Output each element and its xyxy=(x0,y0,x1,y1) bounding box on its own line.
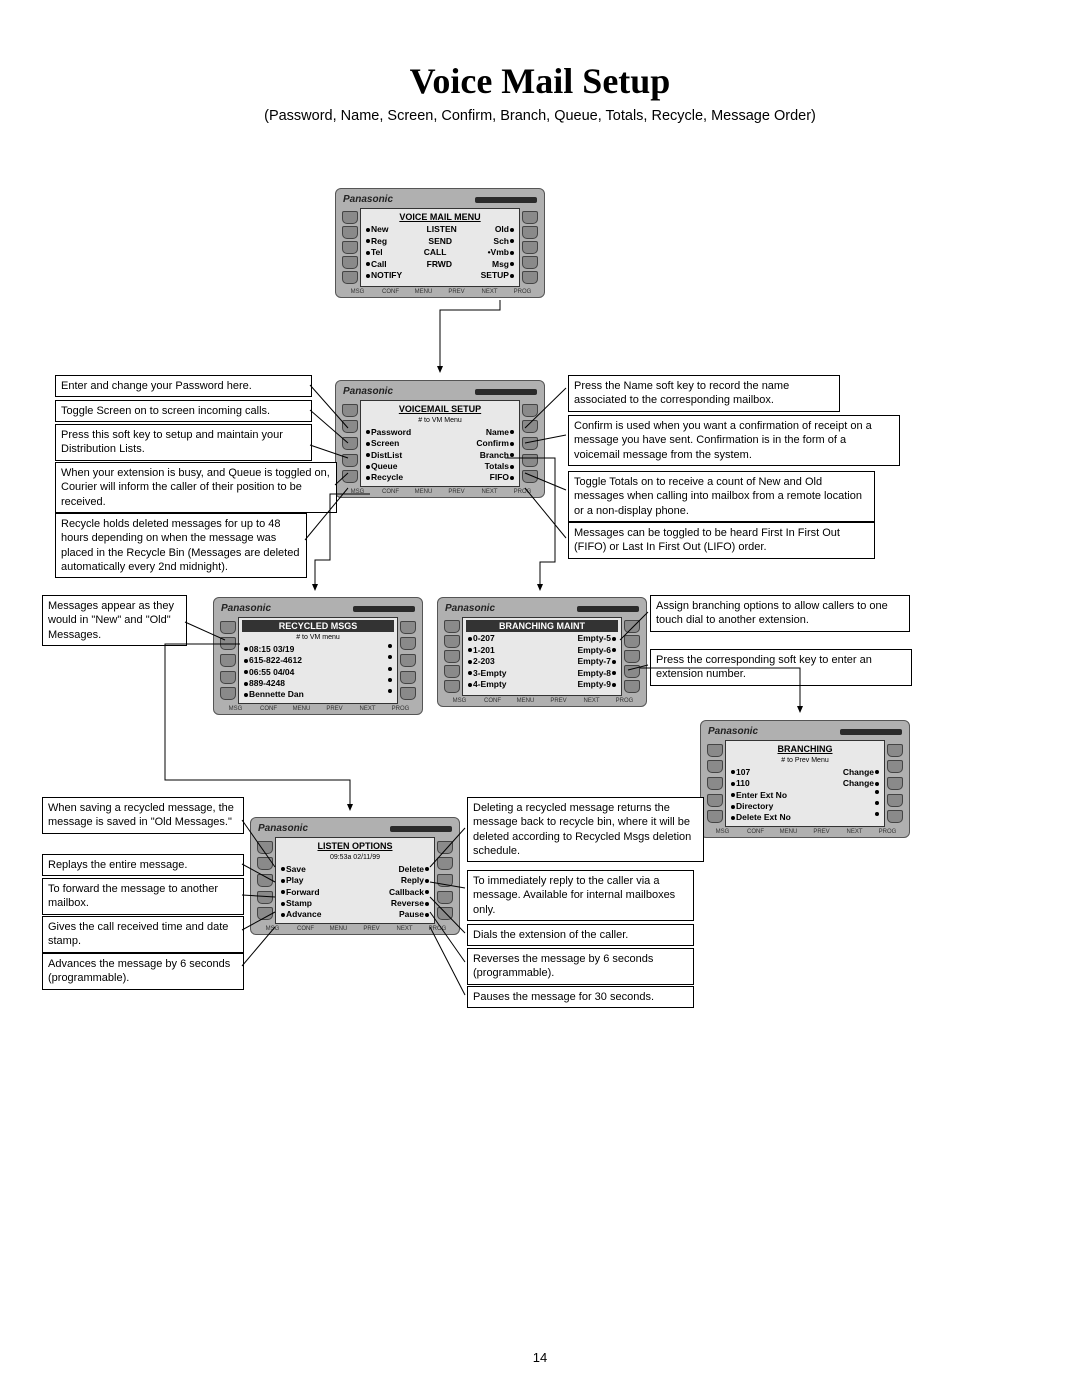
phone-branching-maint: Panasonic BRANCHING MAINT 0-207Empty-5 1… xyxy=(437,597,647,707)
bottom-keys: MSGCONFMENUPREVNEXTPROG xyxy=(340,287,540,295)
callout-totals: Toggle Totals on to receive a count of N… xyxy=(568,471,875,522)
callout-save-recycled: When saving a recycled message, the mess… xyxy=(42,797,244,834)
callout-delete: Deleting a recycled message returns the … xyxy=(467,797,704,862)
phone-branching: Panasonic BRANCHING # to Prev Menu 107Ch… xyxy=(700,720,910,838)
callout-callback: Dials the extension of the caller. xyxy=(467,924,694,946)
screen-recycled: RECYCLED MSGS # to VM menu 08:15 03/19 6… xyxy=(238,617,398,704)
callout-softkey-ext: Press the corresponding soft key to ente… xyxy=(650,649,912,686)
softkeys-left xyxy=(340,208,360,287)
softkeys-right xyxy=(520,208,540,287)
callout-reply: To immediately reply to the caller via a… xyxy=(467,870,694,921)
callout-forward: To forward the message to another mailbo… xyxy=(42,878,244,915)
screen-branching-maint: BRANCHING MAINT 0-207Empty-5 1-201Empty-… xyxy=(462,617,622,696)
callout-branching: Assign branching options to allow caller… xyxy=(650,595,910,632)
callout-distlist: Press this soft key to setup and maintai… xyxy=(55,424,312,461)
brand-label: Panasonic xyxy=(343,194,393,205)
callout-stamp: Gives the call received time and date st… xyxy=(42,916,244,953)
phone-listen-options: Panasonic LISTEN OPTIONS 09:53a 02/11/99… xyxy=(250,817,460,935)
callout-queue: When your extension is busy, and Queue i… xyxy=(55,462,337,513)
page-subtitle: (Password, Name, Screen, Confirm, Branch… xyxy=(50,108,1030,124)
callout-recycle: Recycle holds deleted messages for up to… xyxy=(55,513,307,578)
callout-password: Enter and change your Password here. xyxy=(55,375,312,397)
phone-voicemail-menu: Panasonic VOICE MAIL MENU NewLISTENOld R… xyxy=(335,188,545,298)
screen-listen-options: LISTEN OPTIONS 09:53a 02/11/99 SaveDelet… xyxy=(275,837,435,924)
page: Voice Mail Setup (Password, Name, Screen… xyxy=(0,0,1080,1397)
callout-replay: Replays the entire message. xyxy=(42,854,244,876)
callout-confirm: Confirm is used when you want a confirma… xyxy=(568,415,900,466)
callout-pause: Pauses the message for 30 seconds. xyxy=(467,986,694,1008)
screen-voicemail-menu: VOICE MAIL MENU NewLISTENOld RegSENDSch … xyxy=(360,208,520,287)
screen-voicemail-setup: VOICEMAIL SETUP # to VM Menu PasswordNam… xyxy=(360,400,520,487)
page-number: 14 xyxy=(0,1350,1080,1365)
speaker-icon xyxy=(475,197,537,203)
callout-fifo: Messages can be toggled to be heard Firs… xyxy=(568,522,875,559)
callout-messages-appear: Messages appear as they would in "New" a… xyxy=(42,595,187,646)
callout-name: Press the Name soft key to record the na… xyxy=(568,375,840,412)
phone-recycled-msgs: Panasonic RECYCLED MSGS # to VM menu 08:… xyxy=(213,597,423,715)
page-title: Voice Mail Setup xyxy=(50,60,1030,102)
callout-advance: Advances the message by 6 seconds (progr… xyxy=(42,953,244,990)
callout-reverse: Reverses the message by 6 seconds (progr… xyxy=(467,948,694,985)
phone-voicemail-setup: Panasonic VOICEMAIL SETUP # to VM Menu P… xyxy=(335,380,545,498)
callout-screen: Toggle Screen on to screen incoming call… xyxy=(55,400,312,422)
screen-branching: BRANCHING # to Prev Menu 107Change 110Ch… xyxy=(725,740,885,827)
